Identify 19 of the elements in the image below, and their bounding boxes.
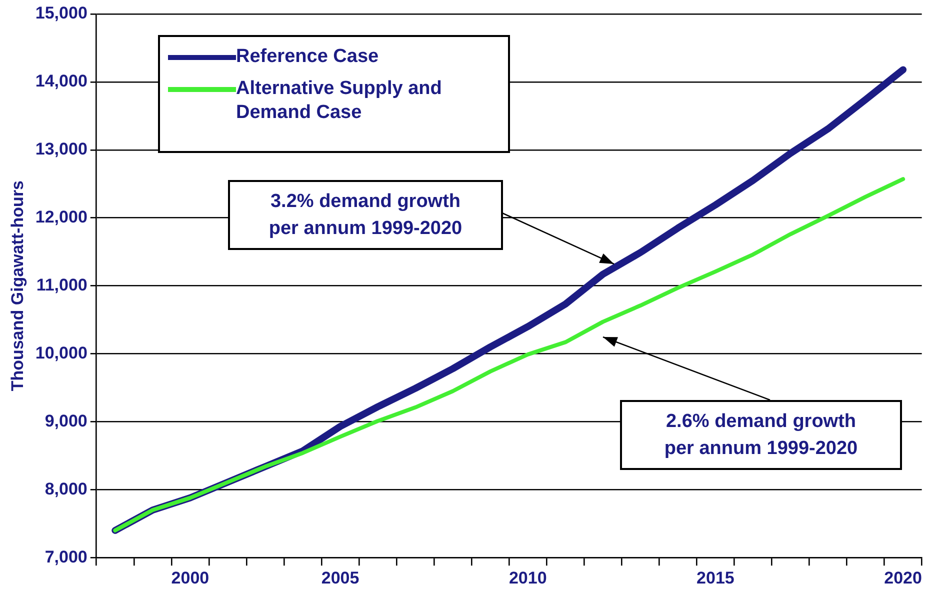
y-tick-label: 8,000 [44, 479, 88, 498]
y-tick-label: 7,000 [44, 547, 88, 566]
y-tick-label: 9,000 [44, 411, 88, 430]
x-tick-label: 2010 [508, 568, 547, 588]
callout-box: 2.6% demand growth per annum 1999-2020 [620, 400, 902, 470]
y-tick-label: 15,000 [35, 4, 88, 23]
x-tick-label: 2015 [696, 568, 734, 588]
legend-label: Alternative Supply and Demand Case [236, 77, 443, 125]
y-tick-label: 10,000 [35, 343, 88, 362]
callout-box: 3.2% demand growth per annum 1999-2020 [228, 180, 503, 250]
y-axis-title: Thousand Gigawatt-hours [8, 180, 27, 392]
x-tick-label: 2020 [884, 568, 922, 588]
y-tick-label: 13,000 [35, 140, 88, 159]
x-tick-label: 2005 [321, 568, 360, 588]
legend-label: Reference Case [236, 45, 380, 69]
y-tick-label: 14,000 [35, 72, 88, 91]
y-tick-label: 11,000 [36, 275, 88, 294]
y-tick-label: 12,000 [35, 208, 88, 227]
x-tick-label: 2000 [171, 568, 210, 588]
